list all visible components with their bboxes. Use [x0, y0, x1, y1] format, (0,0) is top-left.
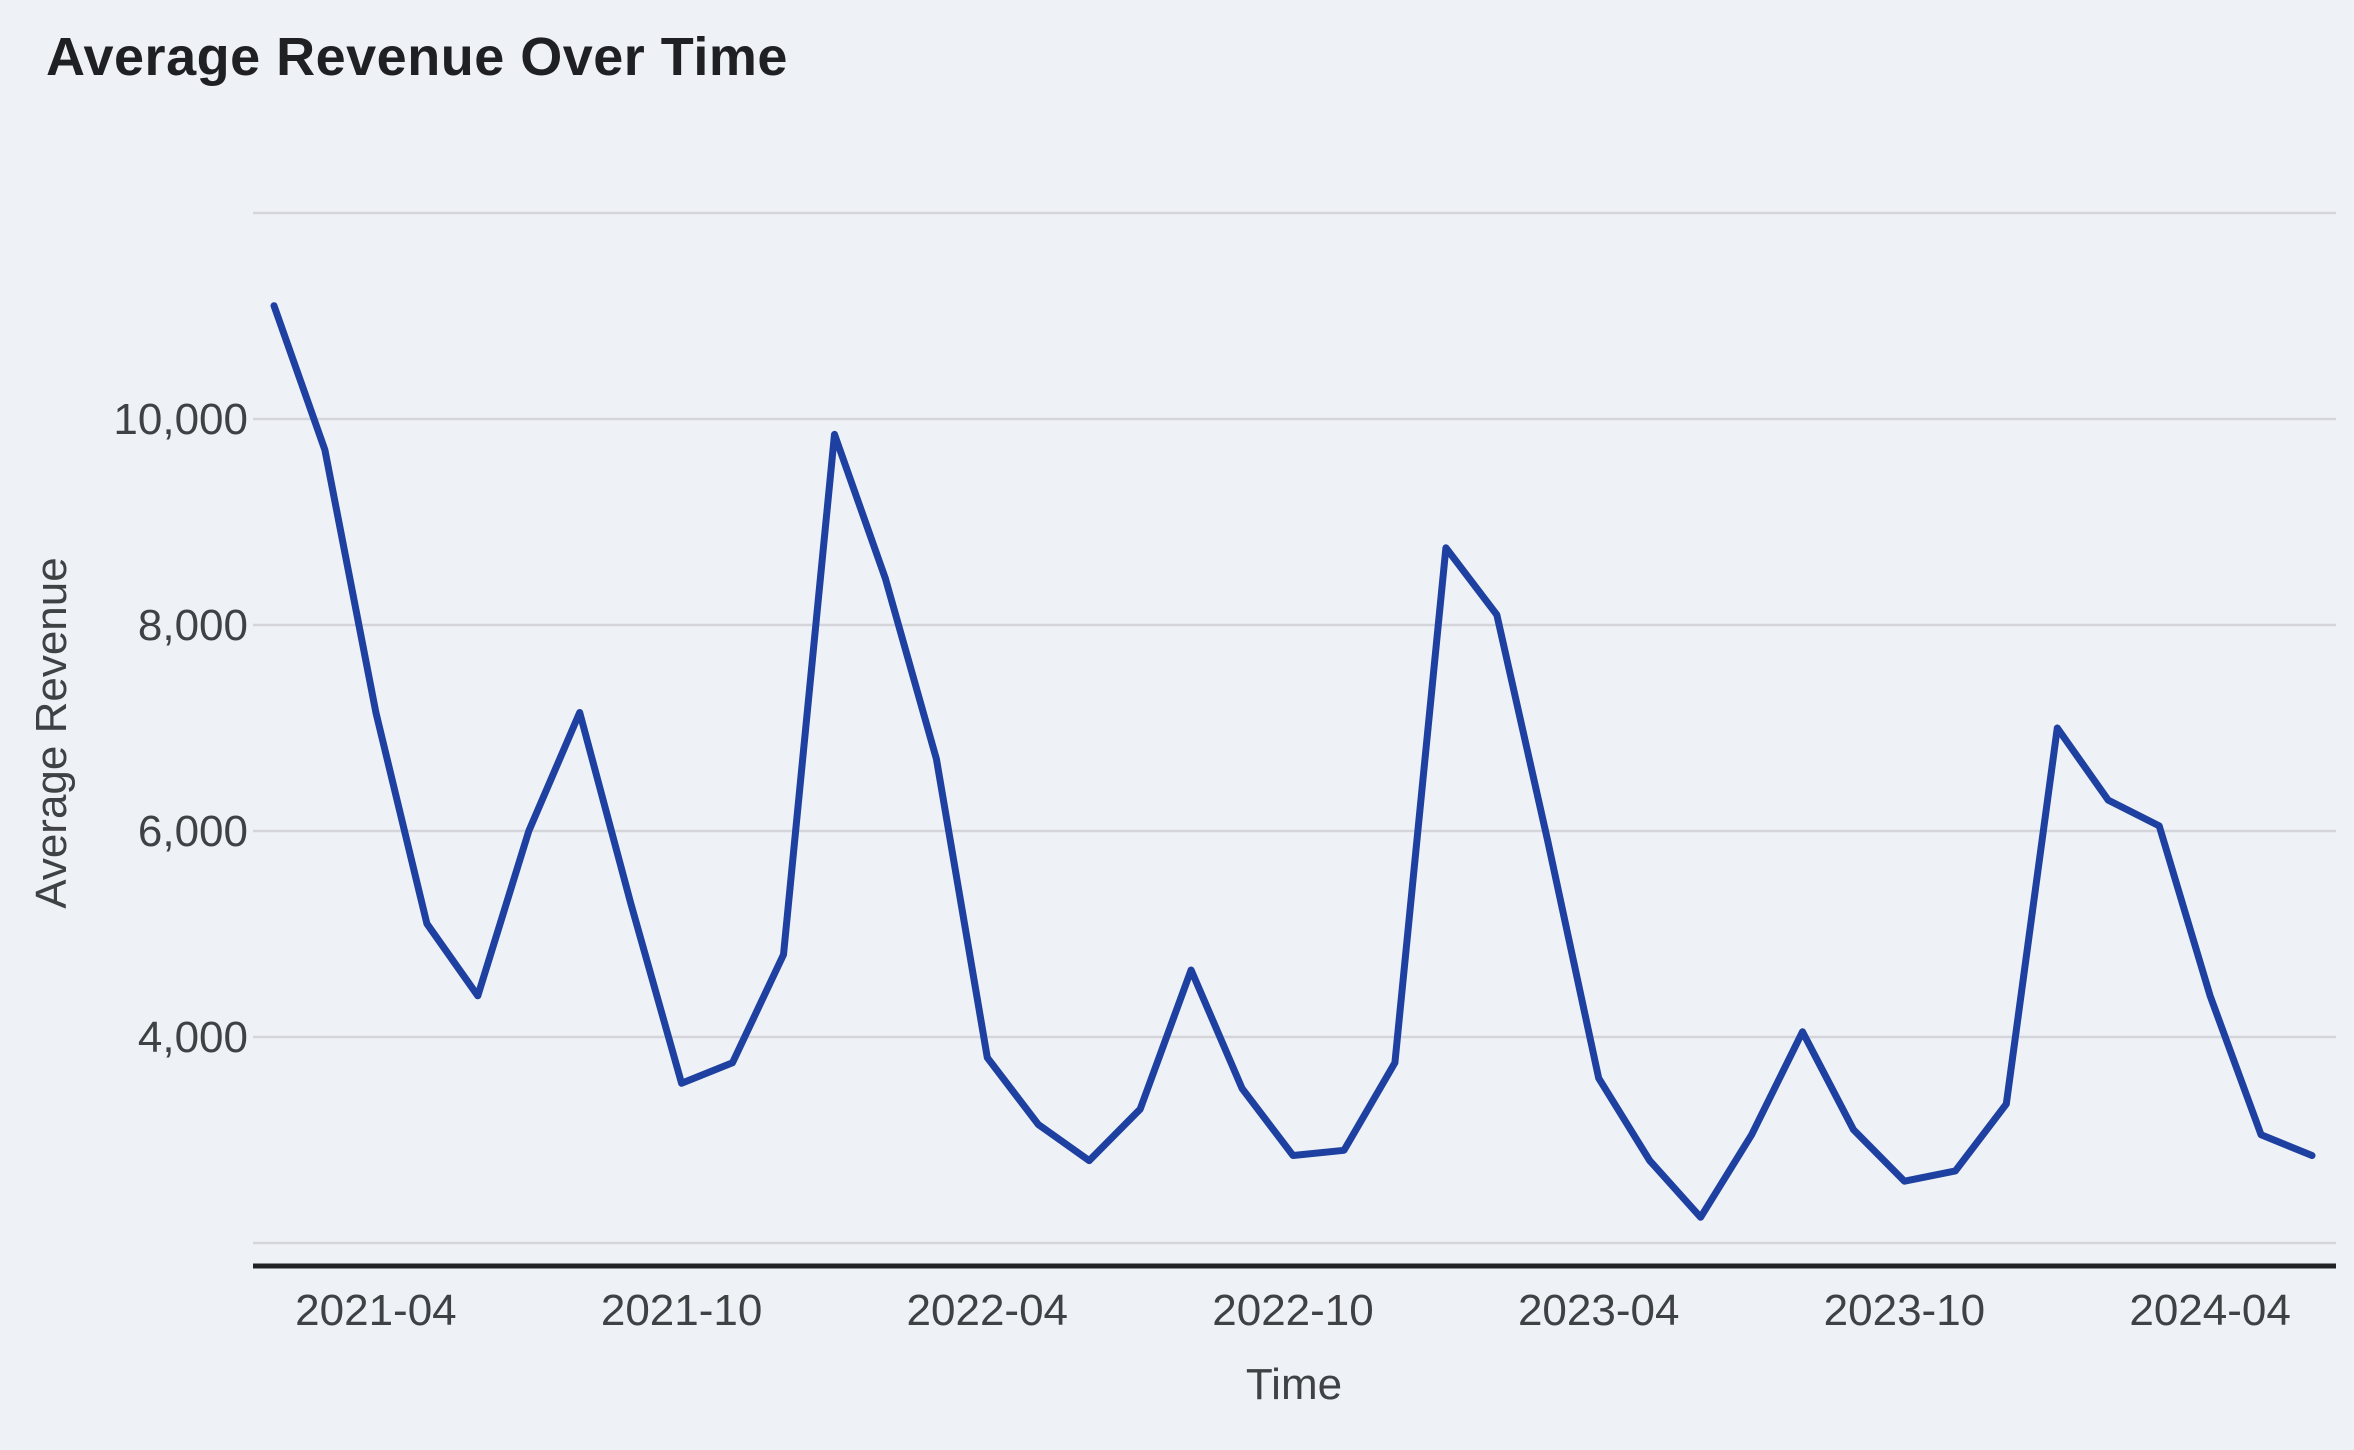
- x-axis-tick-label: 2022-04: [907, 1286, 1068, 1335]
- y-axis-tick-label: 8,000: [138, 601, 248, 650]
- chart-title: Average Revenue Over Time: [46, 27, 788, 87]
- x-axis-tick-label: 2023-04: [1518, 1286, 1679, 1335]
- x-axis-tick-label: 2023-10: [1824, 1286, 1985, 1335]
- y-axis-tick-label: 10,000: [113, 395, 248, 444]
- revenue-line-series: [270, 302, 2316, 1221]
- x-axis-title: Time: [1246, 1360, 1342, 1409]
- y-axis-tick-label: 4,000: [138, 1013, 248, 1062]
- x-axis-tick-label: 2024-04: [2129, 1286, 2290, 1335]
- gridlines-layer: [253, 211, 2336, 1245]
- x-axis-tick-label: 2021-04: [295, 1286, 456, 1335]
- tick-labels-layer: 4,000 6,000 8,000 10,000 2021-04 2021-10 2022-…: [113, 395, 2290, 1335]
- series-layer: [270, 302, 2316, 1221]
- y-axis-title: Average Revenue: [27, 557, 76, 908]
- x-axis-tick-label: 2022-10: [1212, 1286, 1373, 1335]
- y-axis-tick-label: 6,000: [138, 807, 248, 856]
- x-axis-tick-label: 2021-10: [601, 1286, 762, 1335]
